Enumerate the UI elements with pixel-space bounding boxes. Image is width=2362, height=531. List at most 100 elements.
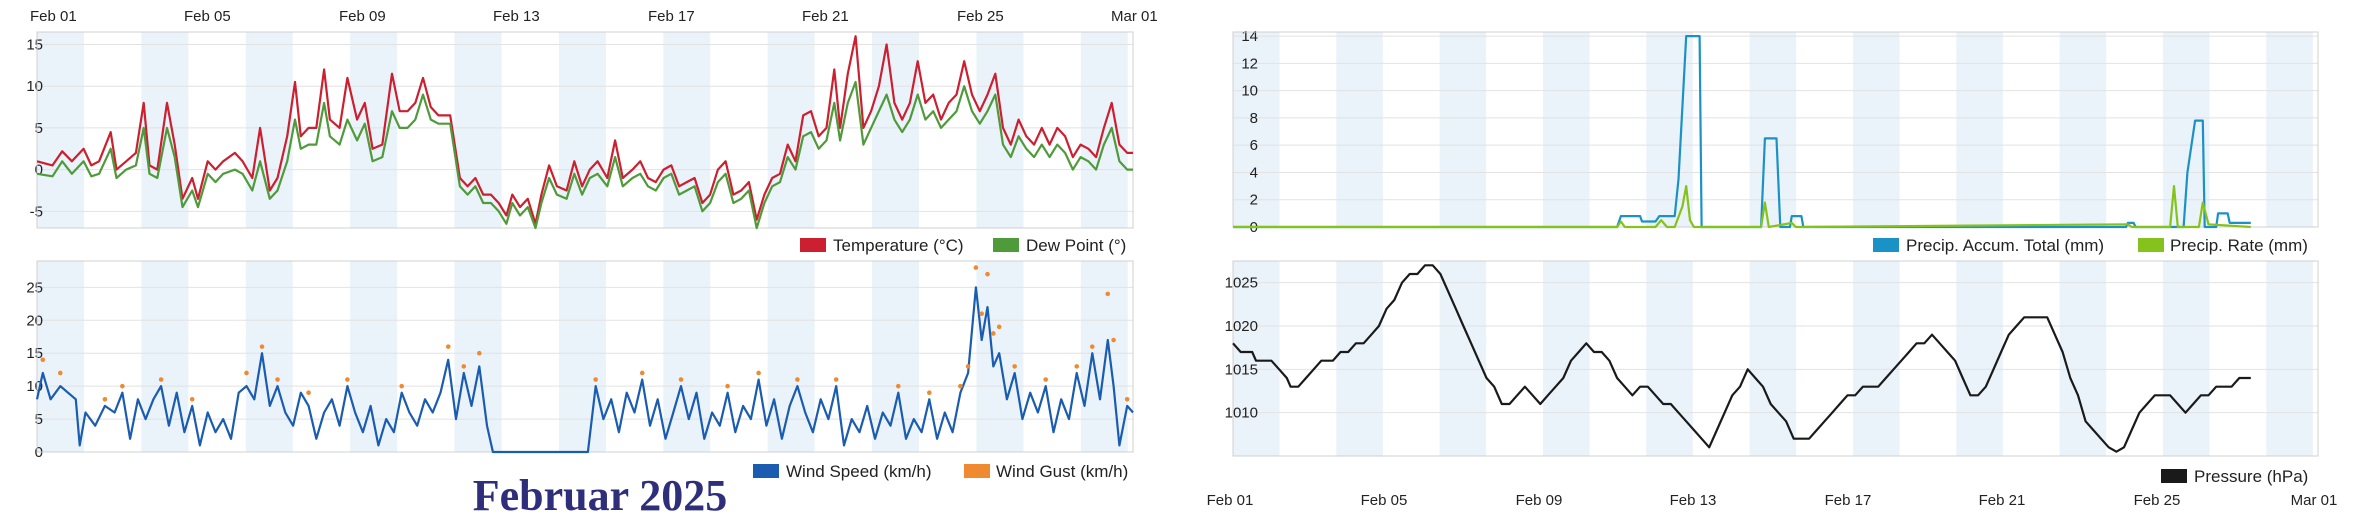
background-band <box>1336 261 1383 456</box>
y-tick-label: 4 <box>1250 164 1258 181</box>
wind-gust-point <box>476 350 482 356</box>
wind-gust-point <box>927 390 932 396</box>
background-band <box>872 32 920 228</box>
background-band <box>1853 32 1900 227</box>
background-band <box>2163 261 2210 456</box>
wind-gust-point <box>756 370 761 376</box>
background-band <box>1956 261 2003 456</box>
x-tick-label: Feb 13 <box>493 8 540 25</box>
pressure-chart: 1025 1020 1015 1010 <box>1225 260 2319 457</box>
wind-gust-point <box>895 383 901 389</box>
temp-legend-swatch <box>800 238 826 252</box>
background-band <box>1233 261 1280 456</box>
temperature-line <box>36 35 1133 225</box>
wind-gust-point <box>795 377 800 382</box>
x-tick-label: Mar 01 <box>2291 492 2338 509</box>
y-tick-label: 0 <box>35 162 43 179</box>
background-band <box>1749 32 1797 227</box>
wind-gust-point <box>1074 364 1080 369</box>
dewpoint-legend-swatch <box>993 238 1019 252</box>
background-band <box>141 261 189 452</box>
background-band <box>1956 32 2003 227</box>
background-band <box>2266 32 2313 227</box>
x-tick-label: Feb 25 <box>957 8 1004 25</box>
y-tick-label: 5 <box>35 411 43 428</box>
wind-gust-point <box>244 370 249 376</box>
background-band <box>663 32 711 228</box>
y-tick-label: 15 <box>26 37 43 54</box>
background-band <box>1543 261 1590 456</box>
wind-gust-point <box>399 383 404 389</box>
wind-gust-point <box>725 383 730 389</box>
y-tick-label: 1020 <box>1225 318 1258 335</box>
dew-point-line <box>36 80 1133 230</box>
windgust-legend-swatch <box>964 464 990 478</box>
background-band <box>1439 32 1487 227</box>
windspeed-legend-swatch <box>753 464 779 478</box>
plot-frame <box>36 31 1134 229</box>
wind-gust-point <box>120 383 125 389</box>
wind-gust-point <box>189 397 195 402</box>
y-tick-label: 1015 <box>1225 361 1258 378</box>
background-band <box>37 261 84 452</box>
wind-gust-point <box>1105 291 1111 297</box>
x-tick-label: Feb 09 <box>1516 492 1563 509</box>
wind-gust-point <box>1012 364 1017 369</box>
background-band <box>767 261 815 452</box>
background-band <box>1080 261 1128 452</box>
x-tick-label: Feb 17 <box>1825 492 1872 509</box>
x-tick-label: Feb 09 <box>339 8 386 25</box>
temperature-chart: 15 10 5 0 -5 <box>26 31 1134 230</box>
pressure-legend-swatch <box>2161 469 2187 483</box>
x-tick-label: Feb 13 <box>1670 492 1717 509</box>
wind-gust-point <box>593 377 598 382</box>
wind-gust-point <box>678 377 684 382</box>
background-band <box>454 32 502 228</box>
precip-total-legend-label: Precip. Accum. Total (mm) <box>1906 236 2104 255</box>
y-tick-label: -5 <box>30 203 43 220</box>
y-tick-label: 5 <box>35 120 43 137</box>
background-band <box>1543 32 1590 227</box>
precip-legend: Precip. Accum. Total (mm) Precip. Rate (… <box>1873 236 2308 255</box>
windspeed-legend-label: Wind Speed (km/h) <box>786 462 932 481</box>
wind-gust-point <box>275 377 280 382</box>
precip-total-legend-swatch <box>1873 238 1899 252</box>
temp-x-axis-top: Feb 01 Feb 05 Feb 09 Feb 13 Feb 17 Feb 2… <box>30 8 1158 25</box>
plot-frame <box>1232 31 2319 228</box>
month-caption: Februar 2025 <box>472 471 728 520</box>
wind-gust-point <box>40 357 46 363</box>
pressure-line <box>1232 264 2251 453</box>
wind-gust-point <box>461 364 467 369</box>
y-tick-label: 6 <box>1250 137 1258 154</box>
background-band <box>1233 32 1280 227</box>
background-band <box>1749 261 1797 456</box>
background-band <box>1853 261 1900 456</box>
background-band <box>2266 261 2313 456</box>
wind-gust-point <box>1111 337 1116 343</box>
precip-rate-line <box>1233 185 2251 229</box>
background-band <box>350 32 398 228</box>
x-tick-label: Mar 01 <box>1111 8 1158 25</box>
wind-gust-point <box>158 377 164 382</box>
pressure-legend-label: Pressure (hPa) <box>2194 467 2308 486</box>
y-tick-label: 25 <box>26 279 43 296</box>
background-band <box>1646 261 1693 456</box>
x-tick-label: Feb 01 <box>30 8 77 25</box>
x-tick-label: Feb 21 <box>802 8 849 25</box>
wind-gust-point <box>639 370 645 376</box>
y-tick-label: 1010 <box>1225 405 1258 422</box>
x-tick-label: Feb 05 <box>184 8 231 25</box>
wind-gust-point <box>1089 344 1095 349</box>
x-tick-label: Feb 01 <box>1207 492 1254 509</box>
pressure-x-axis: Feb 01 Feb 05 Feb 09 Feb 13 Feb 17 Feb 2… <box>1207 492 2338 509</box>
background-band <box>245 261 293 452</box>
background-band <box>1336 32 1383 227</box>
wind-gust-point <box>57 370 63 376</box>
temp-legend-label: Temperature (°C) <box>833 236 964 255</box>
y-tick-label: 8 <box>1250 110 1258 127</box>
background-band <box>454 261 502 452</box>
y-tick-label: 15 <box>26 345 43 362</box>
precip-rate-legend-swatch <box>2138 238 2164 252</box>
